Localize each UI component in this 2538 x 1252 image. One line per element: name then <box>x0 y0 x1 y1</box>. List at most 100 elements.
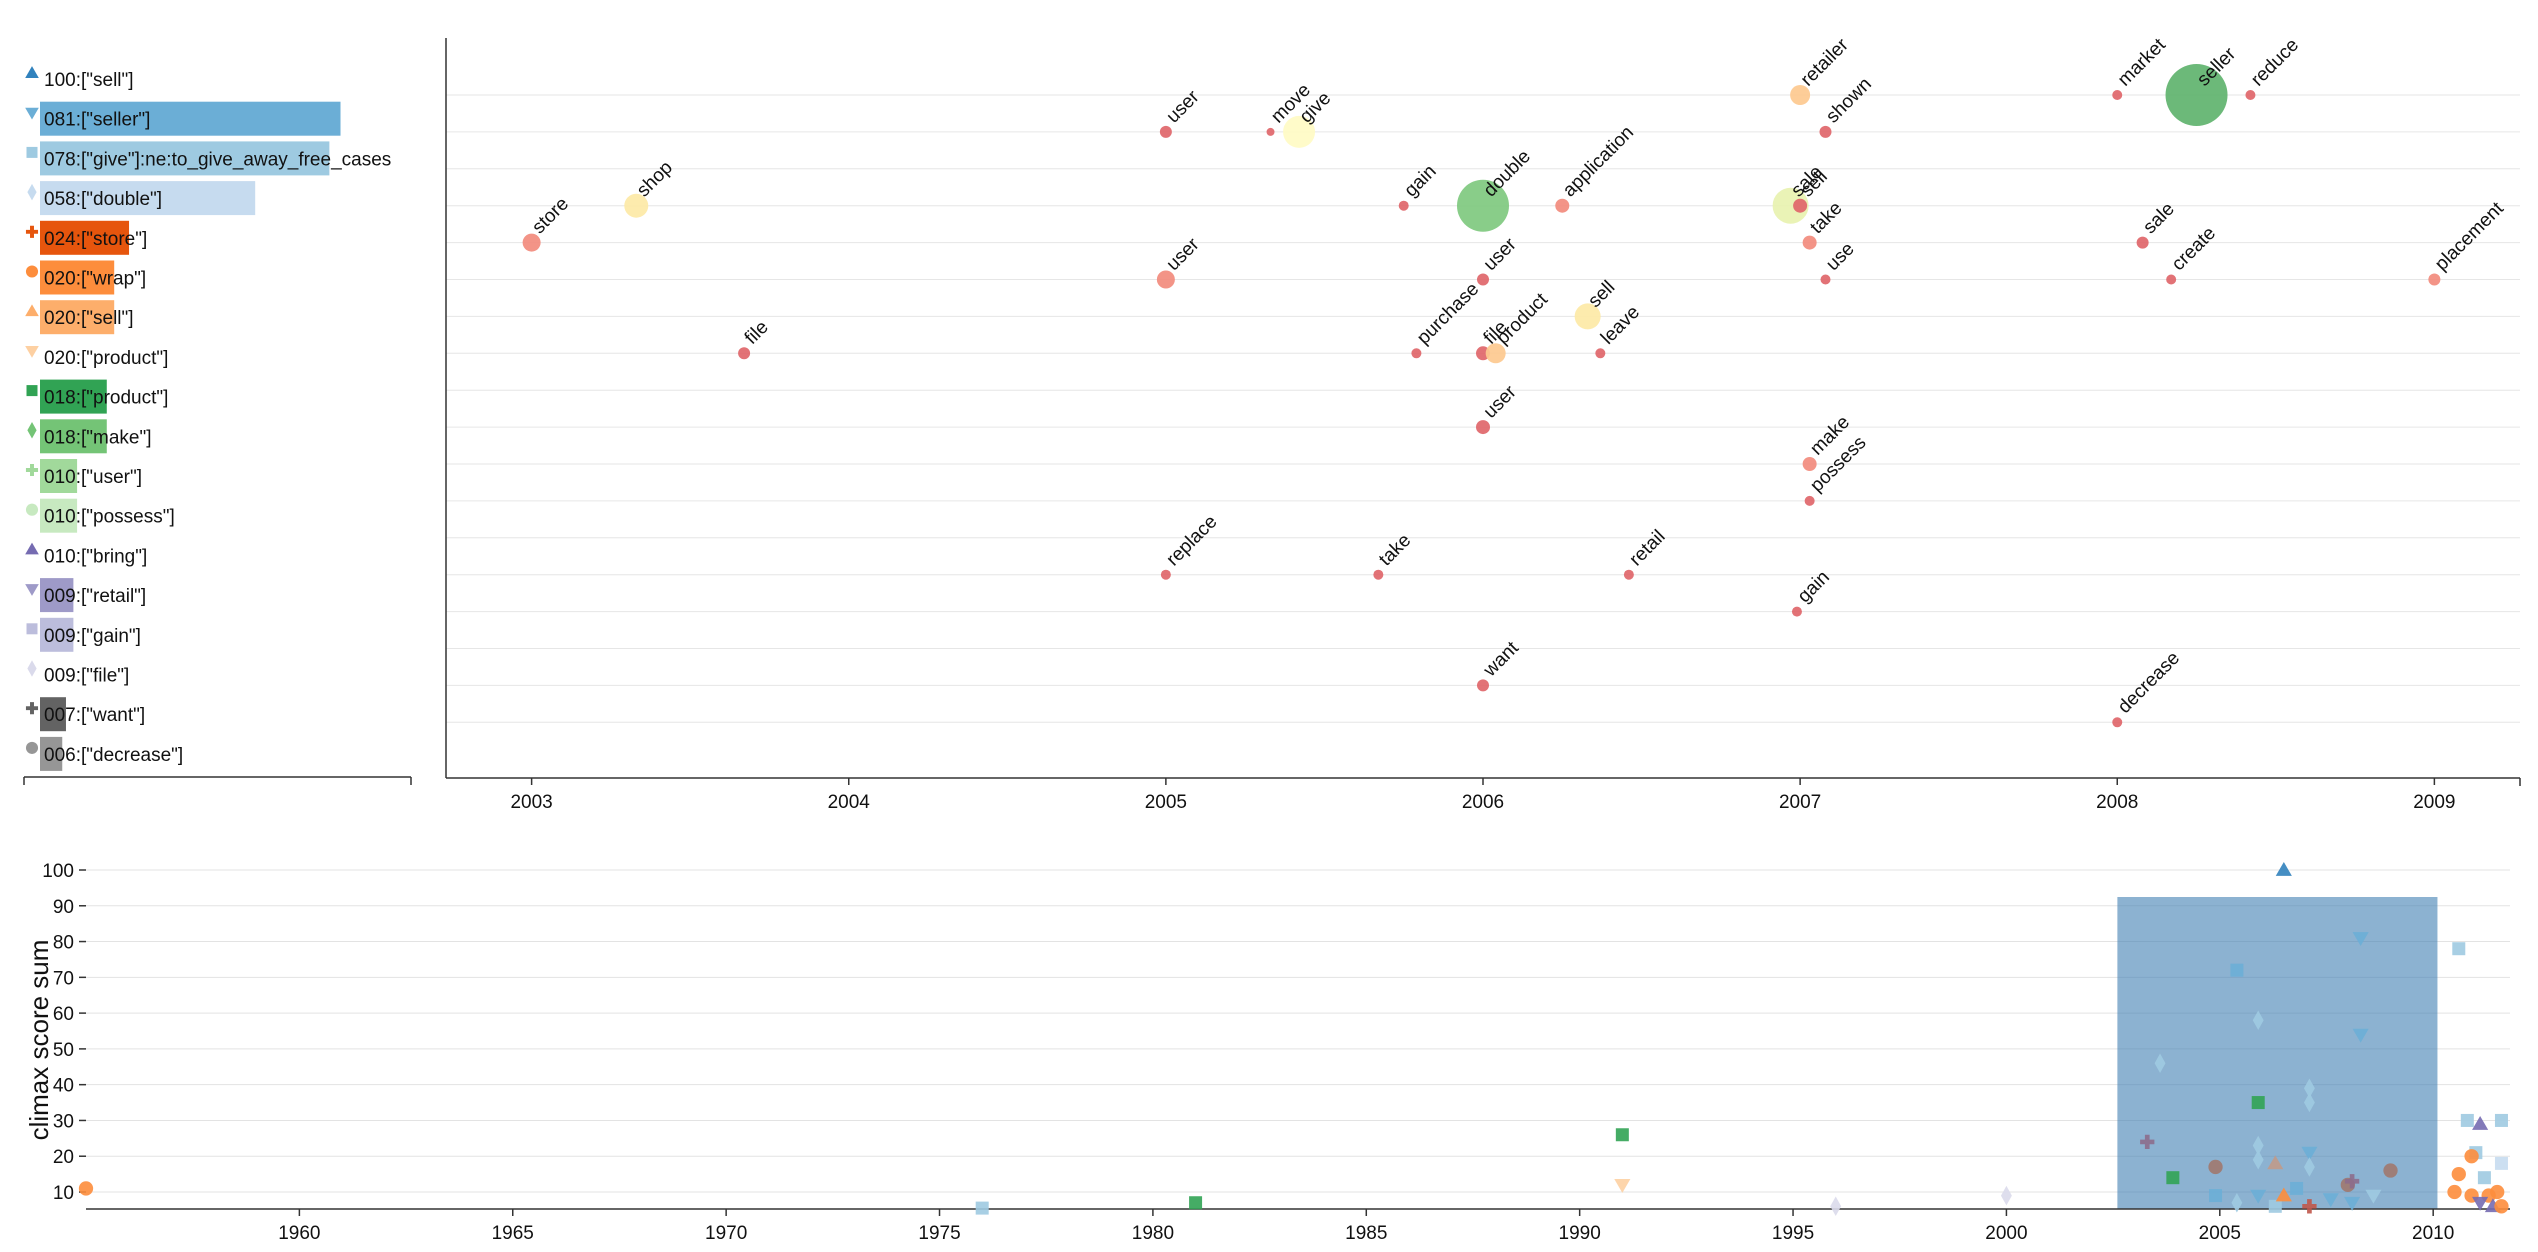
scatter-x-tick-label: 1980 <box>1132 1223 1174 1244</box>
legend-symbol-icon <box>25 702 39 715</box>
legend-bar <box>40 260 115 295</box>
legend-row: 007:["want"] <box>25 697 145 732</box>
scatter-y-tick-label: 40 <box>53 1076 74 1097</box>
timeline-bubble <box>1373 569 1384 580</box>
scatter-point <box>1614 1178 1631 1193</box>
scatter-point <box>2490 1184 2505 1200</box>
scatter-x-tick-label: 2000 <box>1985 1223 2027 1244</box>
legend-symbol-icon <box>26 146 38 158</box>
scatter-x-tick-label: 2005 <box>2199 1223 2241 1244</box>
scatter-y-axis-label: climax score sum <box>24 940 54 1141</box>
timeline-x-tick-label: 2005 <box>1145 792 1187 813</box>
legend-label: 010:["bring"] <box>44 546 147 567</box>
scatter-point <box>2451 1166 2466 1182</box>
timeline-bubble-label: user <box>1480 381 1521 422</box>
legend-row: 009:["gain"] <box>26 617 141 652</box>
scatter-y-tick-label: 20 <box>53 1147 74 1168</box>
legend-label: 010:["user"] <box>44 467 142 488</box>
timeline-bubble <box>1623 569 1634 580</box>
scatter-point <box>2275 1187 2292 1202</box>
timeline-bubble <box>1283 115 1316 148</box>
timeline-x-tick-label: 2006 <box>1462 792 1504 813</box>
timeline-bubble-label: leave <box>1597 302 1644 349</box>
timeline-bubble <box>2136 236 2149 249</box>
timeline-bubble <box>1266 127 1275 136</box>
legend-label: 024:["store"] <box>44 229 147 250</box>
timeline-bubble-label: user <box>1163 234 1204 275</box>
legend-symbol-icon <box>25 304 39 317</box>
timeline-bubble <box>2428 273 2441 286</box>
legend-row: 018:["make"] <box>27 419 152 454</box>
timeline-bubble <box>1411 348 1422 359</box>
timeline-bubble <box>1772 187 1809 224</box>
scatter-point <box>2322 1193 2339 1208</box>
timeline-bubble <box>1595 348 1606 359</box>
scatter-y-tick-label: 60 <box>53 1004 74 1025</box>
legend-label: 081:["seller"] <box>44 110 150 131</box>
scatter-y-tick-label: 100 <box>42 861 74 882</box>
legend-label: 018:["make"] <box>44 427 152 448</box>
timeline-bubble-label: file <box>741 317 773 349</box>
legend-bar <box>40 419 107 454</box>
timeline-bubble-label: user <box>1163 86 1204 127</box>
legend-symbol-icon <box>25 66 39 78</box>
scatter-point <box>2290 1181 2304 1195</box>
timeline-bubble <box>1819 125 1832 138</box>
scatter-point <box>2000 1185 2012 1206</box>
timeline-bubble <box>1398 200 1409 211</box>
legend-symbol-icon <box>25 345 39 358</box>
timeline-bubble-label: want <box>1479 637 1523 681</box>
scatter-point <box>2252 1010 2264 1031</box>
legend-row: 081:["seller"] <box>25 101 341 136</box>
timeline-bubble-label: store <box>528 193 573 238</box>
scatter-point <box>2494 1113 2508 1127</box>
legend-bar <box>40 379 107 414</box>
timeline-bubble <box>1477 679 1489 692</box>
scatter-y-tick-label: 10 <box>53 1183 74 1204</box>
timeline-bubble <box>1159 125 1172 138</box>
scatter-x-tick-label: 1985 <box>1345 1223 1387 1244</box>
legend-row: 020:["sell"] <box>25 300 134 335</box>
timeline-bubble-label: application <box>1559 122 1638 201</box>
legend-row: 020:["wrap"] <box>25 260 146 295</box>
scatter-point <box>2494 1156 2508 1170</box>
scatter-point <box>2383 1163 2398 1178</box>
legend-label: 007:["want"] <box>44 705 145 726</box>
legend-symbol-icon <box>25 503 39 516</box>
timeline-bubble-label: gain <box>1794 567 1834 607</box>
scatter-point <box>2303 1157 2315 1177</box>
legend-symbol-icon <box>25 741 39 754</box>
timeline-bubble <box>2165 64 2228 126</box>
legend-row: 010:["possess"] <box>25 498 175 533</box>
timeline-bubble <box>1791 606 1802 617</box>
legend-symbol-icon <box>25 107 39 120</box>
scatter-y-tick-label: 70 <box>53 968 74 989</box>
legend-symbol-icon <box>25 225 39 238</box>
legend-row: 009:["file"] <box>27 660 129 687</box>
legend-row: 058:["double"] <box>27 181 256 216</box>
legend-label: 078:["give"]:ne:to_give_away_free_cases <box>44 149 391 170</box>
legend-bar <box>40 181 256 216</box>
legend-label: 009:["file"] <box>44 666 129 687</box>
scatter-point <box>2251 1096 2265 1110</box>
legend-symbol-icon <box>27 422 37 439</box>
scatter-point <box>2303 1092 2315 1113</box>
timeline-bubble-label: user <box>1480 234 1521 275</box>
legend-bar <box>40 300 115 335</box>
legend-row: 020:["product"] <box>25 345 168 369</box>
timeline-bubble-label: sale <box>2139 199 2178 238</box>
scatter-point <box>2447 1184 2462 1200</box>
legend-label: 020:["wrap"] <box>44 269 146 290</box>
timeline-bubble-label: decrease <box>2114 648 2184 718</box>
timeline-bubble <box>1802 235 1817 250</box>
scatter-point <box>2301 1146 2318 1161</box>
scatter-point <box>1615 1128 1629 1142</box>
timeline-bubble <box>1790 85 1811 105</box>
scatter-point <box>2352 1028 2369 1043</box>
scatter-point <box>78 1181 94 1196</box>
legend-row: 009:["retail"] <box>25 578 146 613</box>
scatter-point <box>2302 1199 2317 1214</box>
timeline-bubble <box>1820 274 1831 285</box>
scatter-x-tick-label: 1975 <box>918 1223 960 1244</box>
